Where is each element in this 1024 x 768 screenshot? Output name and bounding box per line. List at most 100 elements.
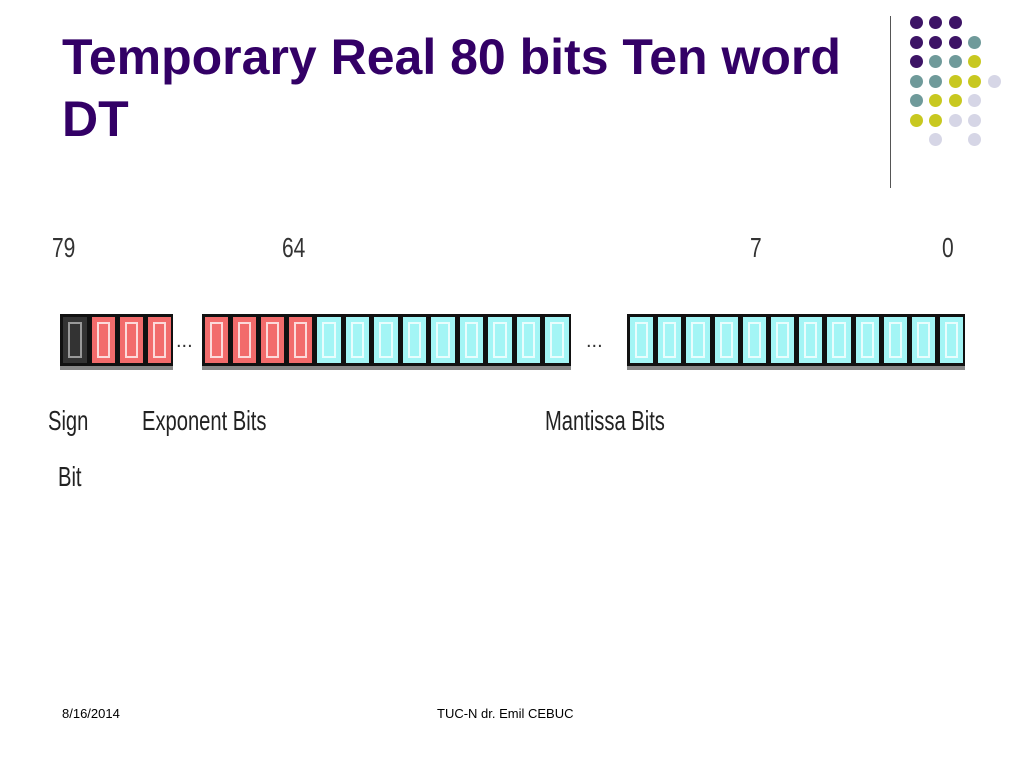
mantissa-bit-cell <box>937 314 966 366</box>
register-diagram: ... ... <box>60 314 970 374</box>
decorative-dot <box>948 94 962 107</box>
bit-cell-inner <box>550 322 564 358</box>
decorative-dot <box>948 16 962 29</box>
mantissa-bit-cell <box>314 314 343 366</box>
mantissa-bit-cell <box>542 314 571 366</box>
mantissa-bit-cell <box>739 314 768 366</box>
register-shadow <box>89 366 173 370</box>
decorative-dot <box>968 55 981 68</box>
bit-position-64: 64 <box>282 232 306 263</box>
sign-bit-label-line1: Sign <box>48 405 89 436</box>
mantissa-bit-cell <box>627 314 656 366</box>
decorative-dot <box>968 74 981 88</box>
decorative-dot <box>929 74 942 88</box>
bit-cell-inner <box>917 322 931 358</box>
mantissa-bit-cell <box>371 314 400 366</box>
decorative-dot <box>909 74 923 88</box>
mantissa-bit-cell <box>655 314 684 366</box>
bit-cell-inner <box>663 322 677 358</box>
exponent-bit-cell <box>286 314 314 366</box>
register-shadow <box>202 366 314 370</box>
decorative-dot <box>987 74 1001 88</box>
bit-cell-inner <box>294 322 307 358</box>
bit-cell-inner <box>322 322 336 358</box>
decorative-dot <box>929 133 942 146</box>
mantissa-bit-cell <box>342 314 371 366</box>
sign-bit-label-line2: Bit <box>58 461 82 492</box>
bit-cell-inner <box>945 322 959 358</box>
exponent-bit-cell <box>117 314 145 366</box>
decorative-dot <box>948 55 962 68</box>
register-shadow <box>627 366 966 370</box>
exponent-bit-cell <box>202 314 230 366</box>
bit-cell-inner <box>238 322 251 358</box>
bit-cell-inner <box>125 322 138 358</box>
mantissa-bit-cell <box>485 314 514 366</box>
bit-cell-inner <box>776 322 790 358</box>
decorative-dot <box>909 55 923 68</box>
sign-bit-cell <box>60 314 89 366</box>
bit-cell-inner <box>210 322 223 358</box>
register-shadow <box>314 366 571 370</box>
bit-cell-inner <box>635 322 649 358</box>
mantissa-bit-cell <box>399 314 428 366</box>
mantissa-bit-cell <box>824 314 853 366</box>
bit-cell-inner <box>804 322 818 358</box>
mantissa-bit-cell <box>768 314 797 366</box>
decorative-dot <box>948 35 962 49</box>
decorative-dot <box>968 35 981 49</box>
footer-date: 8/16/2014 <box>62 706 120 721</box>
bit-cell-inner <box>493 322 507 358</box>
mantissa-bit-cell <box>880 314 909 366</box>
decorative-dot-grid <box>900 10 1010 170</box>
divider-line <box>890 16 891 188</box>
mantissa-bit-cell <box>513 314 542 366</box>
bit-cell-inner <box>464 322 478 358</box>
decorative-dot <box>929 35 942 49</box>
mantissa-bit-cell <box>796 314 825 366</box>
decorative-dot <box>929 55 942 68</box>
decorative-dot <box>929 113 942 127</box>
exponent-bit-cell <box>145 314 173 366</box>
mantissa-bit-cell <box>456 314 485 366</box>
exponent-bit-cell <box>89 314 117 366</box>
bit-cell-inner <box>266 322 279 358</box>
bit-cell-inner <box>97 322 110 358</box>
decorative-dot <box>968 133 981 146</box>
bit-cell-inner <box>691 322 705 358</box>
mantissa-bit-cell <box>711 314 740 366</box>
bit-cell-inner <box>860 322 874 358</box>
bit-cell-inner <box>407 322 421 358</box>
bit-position-7: 7 <box>750 232 762 263</box>
decorative-dot <box>948 74 962 88</box>
bit-cell-inner <box>379 322 393 358</box>
mantissa-bit-cell <box>909 314 938 366</box>
decorative-dot <box>968 113 981 127</box>
footer-author: TUC-N dr. Emil CEBUC <box>437 706 574 721</box>
slide-title: Temporary Real 80 bits Ten word DT <box>62 29 841 147</box>
decorative-dot <box>909 35 923 49</box>
bit-cell-inner <box>68 322 82 358</box>
mantissa-bits-label: Mantissa Bits <box>545 405 665 436</box>
decorative-dot <box>909 94 923 107</box>
exponent-bit-cell <box>230 314 258 366</box>
exponent-bit-cell <box>258 314 286 366</box>
bit-cell-inner <box>747 322 761 358</box>
exponent-bits-label: Exponent Bits <box>142 405 267 436</box>
bit-cell-inner <box>436 322 450 358</box>
decorative-dot <box>929 16 942 29</box>
bit-position-0: 0 <box>942 232 954 263</box>
mantissa-bit-cell <box>683 314 712 366</box>
decorative-dot <box>909 113 923 127</box>
register-shadow <box>60 366 89 370</box>
mantissa-bit-cell <box>852 314 881 366</box>
bit-cell-inner <box>832 322 846 358</box>
decorative-dot <box>948 113 962 127</box>
bit-position-79: 79 <box>52 232 76 263</box>
mantissa-bit-cell <box>428 314 457 366</box>
bit-cell-inner <box>153 322 166 358</box>
decorative-dot <box>968 94 981 107</box>
bit-cell-inner <box>350 322 364 358</box>
bit-cell-inner <box>521 322 535 358</box>
mantissa-gap-ellipsis: ... <box>586 330 603 352</box>
